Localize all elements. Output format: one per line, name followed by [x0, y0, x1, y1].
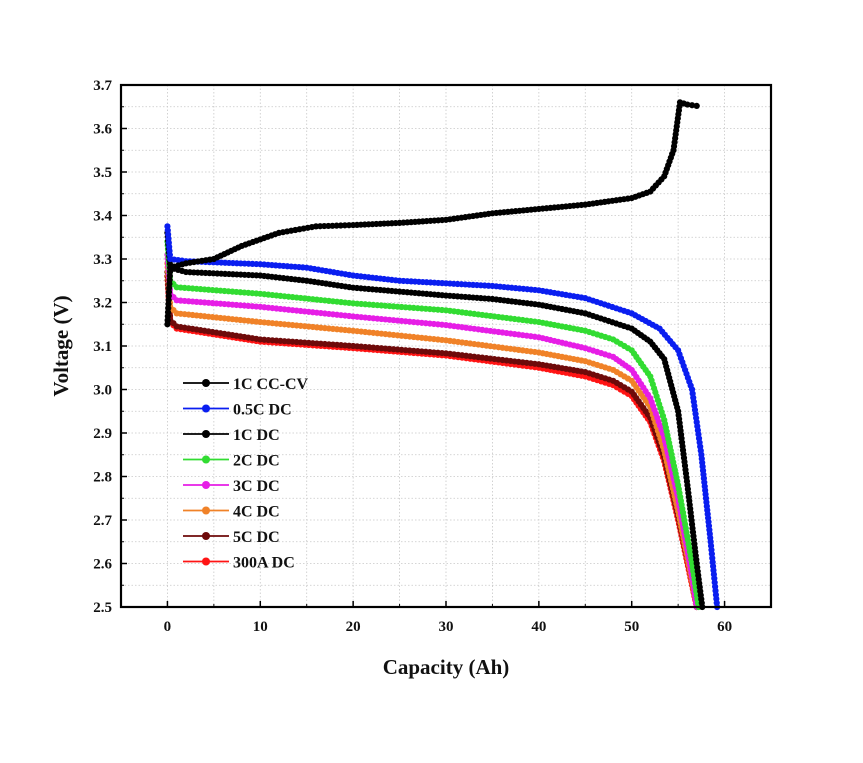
y-tick-label: 3.5: [93, 165, 112, 181]
data-point: [688, 102, 696, 109]
y-tick-label: 2.6: [93, 557, 112, 573]
x-tick-label: 40: [531, 619, 546, 635]
series-0-5c-dc: [164, 223, 721, 611]
legend-label: 4C DC: [233, 504, 280, 521]
x-tick-label: 60: [717, 619, 732, 635]
legend-item: 1C DC: [183, 427, 280, 444]
x-tick-label: 50: [624, 619, 639, 635]
y-tick-label: 3.2: [93, 296, 112, 312]
y-tick-label: 2.9: [93, 426, 112, 442]
legend-marker: [202, 430, 210, 438]
series-1c-cc-cv: [164, 99, 700, 328]
legend-marker: [202, 379, 210, 387]
y-tick-label: 2.8: [93, 470, 112, 486]
legend-item: 3C DC: [183, 478, 280, 495]
legend-marker: [202, 404, 210, 413]
y-tick-label: 3.7: [93, 78, 112, 94]
data-point: [684, 101, 691, 108]
series-line: [166, 232, 704, 608]
y-tick-label: 3.0: [93, 383, 112, 399]
data-point: [693, 102, 700, 109]
x-tick-label: 20: [346, 619, 361, 635]
tick-layer: 0 10 20 30 40 50 60 2.5 2.6 2.7 2.8 2.9 3.0 3.1 3.2 3.3…: [93, 78, 772, 635]
legend-marker: [202, 506, 210, 515]
y-tick-label: 3.4: [93, 209, 112, 225]
y-tick-label: 3.6: [93, 122, 112, 138]
series-layer: [164, 99, 721, 611]
legend-label: 0.5C DC: [233, 402, 292, 419]
legend-item: 300A DC: [183, 555, 295, 572]
legend-item: 2C DC: [183, 453, 280, 470]
x-tick-label: 10: [253, 619, 268, 635]
legend-label: 5C DC: [233, 529, 280, 546]
legend-marker: [202, 481, 210, 489]
legend-marker: [202, 532, 210, 540]
legend-marker: [202, 455, 210, 464]
legend-label: 1C DC: [233, 427, 280, 444]
legend: 1C CC-CV 0.5C DC 1C DC 2C DC 3C DC 4C DC 5C DC…: [183, 376, 309, 572]
legend-marker: [202, 557, 210, 566]
legend-item: 5C DC: [183, 529, 280, 546]
x-tick-label: 30: [439, 619, 454, 635]
legend-label: 2C DC: [233, 453, 280, 470]
legend-label: 1C CC-CV: [233, 376, 309, 393]
y-tick-label: 3.1: [93, 339, 112, 355]
x-tick-label: 0: [164, 619, 172, 635]
legend-item: 1C CC-CV: [183, 376, 309, 393]
y-axis-title: Voltage (V): [49, 295, 73, 396]
x-axis-title: Capacity (Ah): [383, 655, 510, 679]
series-1c-dc: [164, 229, 706, 611]
y-tick-label: 2.5: [93, 600, 112, 616]
legend-item: 0.5C DC: [183, 402, 292, 419]
legend-label: 3C DC: [233, 478, 280, 495]
legend-item: 4C DC: [183, 504, 280, 521]
y-tick-label: 2.7: [93, 513, 112, 529]
legend-label: 300A DC: [233, 555, 295, 572]
y-tick-label: 3.3: [93, 252, 112, 268]
series-2c-dc: [164, 238, 702, 611]
